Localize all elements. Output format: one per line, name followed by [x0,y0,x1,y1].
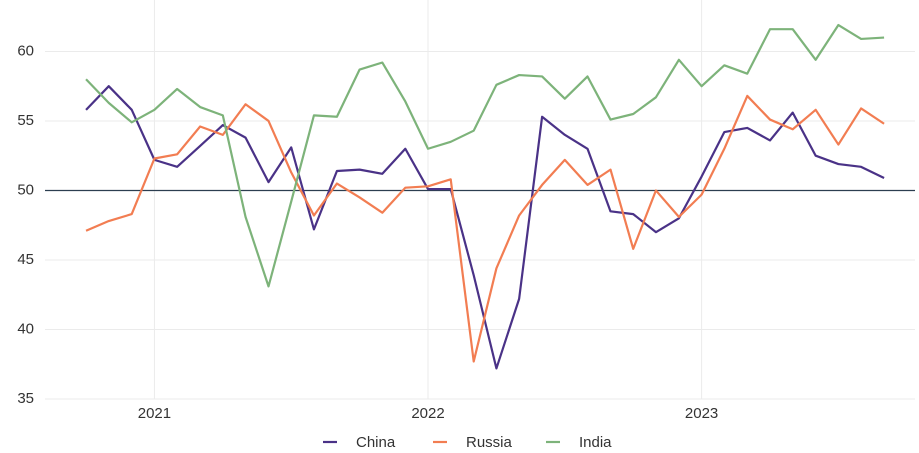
series-line [85,94,885,363]
y-tick-label: 40 [17,320,34,337]
x-tick-label: 2023 [685,405,718,422]
y-tick-label: 55 [17,112,34,129]
legend-label: Russia [466,434,513,451]
y-tick-label: 45 [17,251,34,268]
y-tick-label: 50 [17,181,34,198]
y-tick-label: 60 [17,42,34,59]
y-tick-label: 35 [17,390,34,407]
series-line [85,85,885,370]
legend-label: China [356,434,396,451]
series-line [85,23,885,288]
x-tick-label: 2022 [411,405,444,422]
legend-label: India [579,434,612,451]
x-tick-label: 2021 [138,405,171,422]
